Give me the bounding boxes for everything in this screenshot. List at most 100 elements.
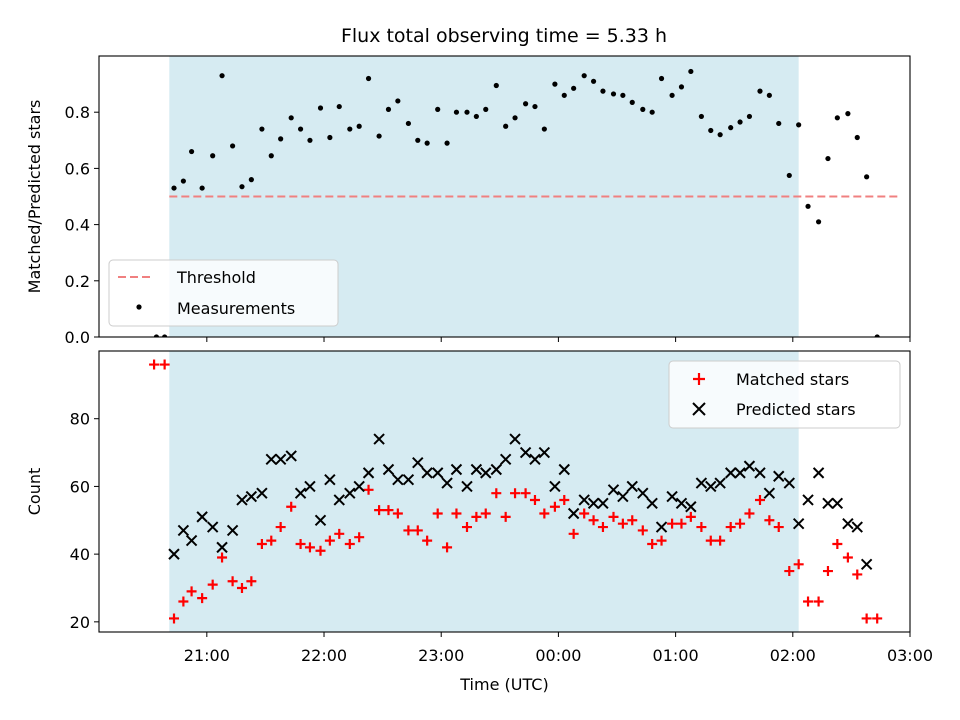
point-measurements-64 bbox=[776, 120, 782, 127]
point-predicted-stars-67 bbox=[822, 497, 834, 510]
point-measurements-15 bbox=[297, 126, 304, 132]
point-predicted-stars-68 bbox=[831, 497, 844, 510]
legend-predicted-swatch bbox=[692, 402, 706, 416]
x-tick-label-4: 01:00 bbox=[653, 646, 699, 665]
point-predicted-stars-45 bbox=[607, 484, 620, 496]
legend-threshold-label: Threshold bbox=[176, 268, 256, 287]
point-measurements-13 bbox=[278, 136, 284, 142]
point-measurements-40 bbox=[541, 126, 547, 132]
point-predicted-stars-65 bbox=[802, 494, 814, 506]
legend-predicted-label: Predicted stars bbox=[736, 400, 856, 419]
point-measurements-22 bbox=[365, 75, 372, 82]
point-predicted-stars-53 bbox=[685, 501, 697, 513]
point-matched-stars-37 bbox=[510, 488, 521, 499]
point-measurements-50 bbox=[640, 106, 646, 112]
point-matched-stars-9 bbox=[236, 582, 247, 593]
point-matched-stars-14 bbox=[286, 501, 297, 512]
point-matched-stars-51 bbox=[647, 538, 658, 549]
point-measurements-0 bbox=[153, 334, 160, 337]
point-matched-stars-74 bbox=[872, 613, 883, 624]
point-matched-stars-25 bbox=[392, 508, 403, 519]
point-measurements-3 bbox=[180, 178, 186, 184]
point-matched-stars-7 bbox=[217, 552, 228, 563]
point-predicted-stars-5 bbox=[216, 541, 228, 554]
point-matched-stars-0 bbox=[149, 359, 160, 370]
point-predicted-stars-54 bbox=[695, 477, 708, 489]
point-measurements-60 bbox=[737, 119, 743, 125]
point-measurements-4 bbox=[188, 148, 195, 155]
point-measurements-14 bbox=[288, 115, 294, 121]
point-measurements-30 bbox=[444, 140, 450, 146]
point-matched-stars-21 bbox=[354, 532, 365, 543]
point-measurements-44 bbox=[581, 73, 587, 79]
axes-frame bbox=[98, 350, 911, 633]
point-matched-stars-29 bbox=[432, 508, 443, 519]
point-measurements-29 bbox=[435, 106, 441, 112]
point-predicted-stars-30 bbox=[461, 480, 473, 493]
point-predicted-stars-43 bbox=[587, 497, 600, 510]
point-measurements-6 bbox=[210, 153, 216, 159]
bottom-panel-counts: 20 40 60 80 21:00 22:00 23:00 00:00 01:00 02:00 03… bbox=[25, 350, 933, 694]
point-measurements-20 bbox=[347, 126, 353, 132]
point-matched-stars-26 bbox=[403, 525, 414, 536]
point-measurements-38 bbox=[522, 101, 529, 107]
point-measurements-55 bbox=[688, 68, 694, 75]
point-matched-stars-22 bbox=[363, 484, 374, 495]
point-predicted-stars-31 bbox=[470, 463, 483, 476]
point-measurements-12 bbox=[268, 153, 274, 159]
point-predicted-stars-6 bbox=[226, 524, 239, 537]
point-measurements-39 bbox=[532, 103, 538, 110]
point-predicted-stars-60 bbox=[754, 467, 766, 479]
point-measurements-51 bbox=[649, 109, 655, 115]
point-measurements-62 bbox=[757, 88, 763, 94]
point-matched-stars-45 bbox=[588, 515, 599, 526]
point-predicted-stars-20 bbox=[362, 467, 375, 479]
point-measurements-69 bbox=[825, 155, 831, 162]
point-predicted-stars-51 bbox=[666, 490, 678, 503]
point-measurements-10 bbox=[248, 177, 254, 183]
point-measurements-37 bbox=[512, 115, 518, 121]
point-matched-stars-41 bbox=[549, 501, 560, 512]
point-measurements-2 bbox=[171, 185, 177, 191]
point-measurements-43 bbox=[571, 85, 577, 91]
point-matched-stars-20 bbox=[344, 538, 355, 549]
point-measurements-11 bbox=[259, 126, 265, 132]
point-predicted-stars-37 bbox=[529, 453, 541, 466]
point-matched-stars-67 bbox=[803, 596, 814, 607]
point-measurements-18 bbox=[327, 134, 333, 141]
legend-measurements-swatch bbox=[136, 304, 142, 310]
point-matched-stars-63 bbox=[764, 515, 775, 526]
point-predicted-stars-27 bbox=[431, 467, 444, 479]
point-matched-stars-13 bbox=[275, 522, 286, 533]
point-measurements-19 bbox=[336, 103, 342, 110]
point-matched-stars-2 bbox=[169, 613, 180, 624]
point-matched-stars-66 bbox=[793, 559, 804, 570]
point-predicted-stars-12 bbox=[285, 450, 297, 462]
point-matched-stars-54 bbox=[676, 518, 687, 529]
point-matched-stars-57 bbox=[705, 535, 716, 546]
point-matched-stars-58 bbox=[715, 535, 726, 546]
point-predicted-stars-70 bbox=[851, 521, 863, 533]
x-tick-label-5: 02:00 bbox=[770, 646, 816, 665]
point-measurements-74 bbox=[874, 334, 880, 337]
point-matched-stars-27 bbox=[412, 525, 423, 536]
point-predicted-stars-50 bbox=[655, 521, 668, 533]
point-matched-stars-42 bbox=[559, 494, 570, 505]
point-predicted-stars-2 bbox=[185, 534, 198, 547]
axes-frame bbox=[98, 55, 911, 338]
point-predicted-stars-36 bbox=[519, 446, 532, 459]
point-predicted-stars-59 bbox=[743, 460, 756, 472]
point-predicted-stars-18 bbox=[344, 487, 356, 499]
point-measurements-56 bbox=[698, 113, 704, 120]
point-predicted-stars-14 bbox=[304, 480, 316, 493]
y-tick-label-4: 0.8 bbox=[65, 103, 90, 122]
point-matched-stars-68 bbox=[813, 596, 824, 607]
point-matched-stars-56 bbox=[696, 522, 707, 533]
point-predicted-stars-64 bbox=[792, 517, 805, 530]
point-measurements-35 bbox=[493, 82, 499, 89]
point-matched-stars-48 bbox=[617, 518, 628, 529]
point-predicted-stars-34 bbox=[499, 453, 512, 466]
point-measurements-45 bbox=[590, 78, 597, 84]
point-predicted-stars-56 bbox=[714, 477, 726, 489]
